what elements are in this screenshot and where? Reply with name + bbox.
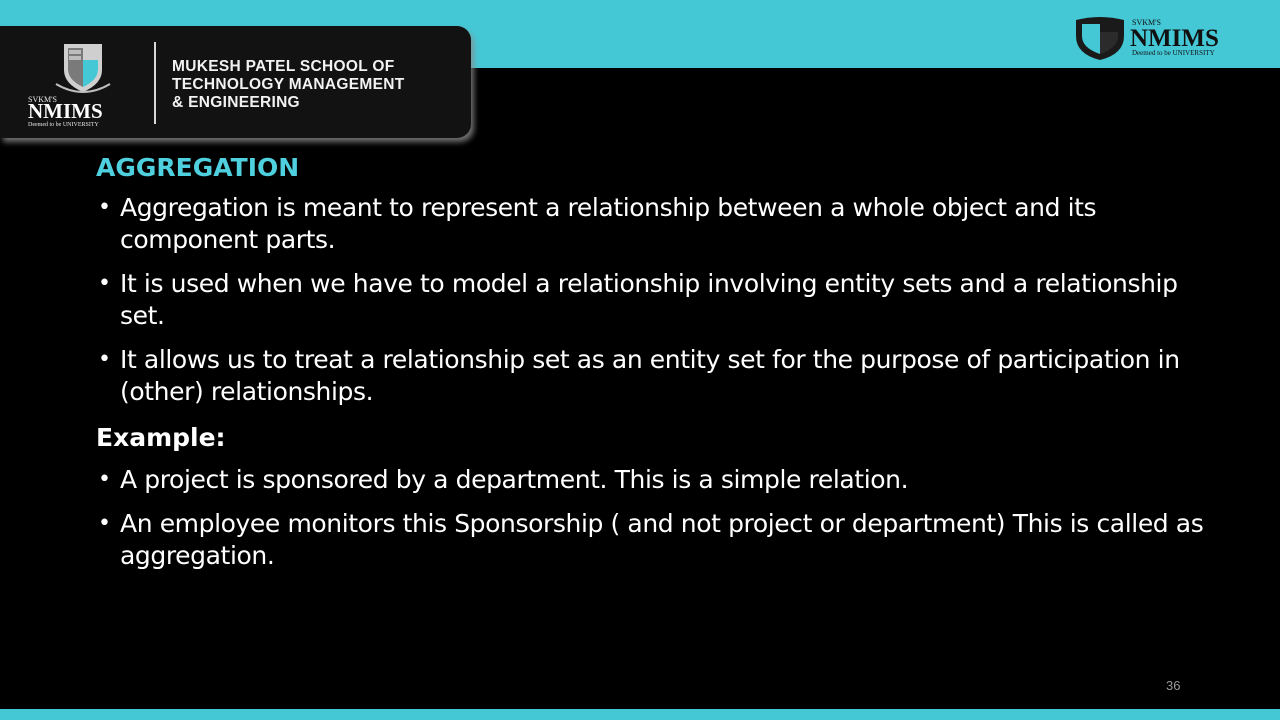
slide-content: AGGREGATION • Aggregation is meant to rep… (96, 150, 1216, 584)
logo-right-name: NMIMS (1130, 25, 1219, 52)
school-name: MUKESH PATEL SCHOOL OF TECHNOLOGY MANAGE… (172, 58, 405, 112)
school-name-line-1: MUKESH PATEL SCHOOL OF (172, 58, 395, 75)
bullet-text: It allows us to treat a relationship set… (120, 345, 1180, 406)
bullet-item: • A project is sponsored by a department.… (96, 464, 1216, 496)
bullet-icon: • (98, 195, 111, 220)
definition-bullet-list: • Aggregation is meant to represent a rel… (96, 192, 1216, 408)
bullet-text: Aggregation is meant to represent a rela… (120, 193, 1097, 254)
bottom-accent-band (0, 709, 1280, 720)
school-name-line-3: & ENGINEERING (172, 94, 300, 111)
logo-left-svkms: SVKM'S (28, 95, 57, 104)
bullet-icon: • (98, 347, 111, 372)
logo-right-tagline: Deemed to be UNIVERSITY (1132, 49, 1215, 57)
slide-title: AGGREGATION (96, 153, 300, 182)
bullet-text: It is used when we have to model a relat… (120, 269, 1178, 330)
logo-right-svkms: SVKM'S (1132, 18, 1161, 27)
example-heading: Example: (96, 423, 226, 452)
school-header-panel: SVKM'S NMIMS Deemed to be UNIVERSITY MUK… (0, 26, 471, 138)
school-name-line-2: TECHNOLOGY MANAGEMENT (172, 76, 405, 93)
logo-divider (154, 42, 156, 124)
bullet-icon: • (98, 271, 111, 296)
nmims-logo-icon: SVKM'S NMIMS Deemed to be UNIVERSITY (28, 44, 111, 128)
bullet-text: An employee monitors this Sponsorship ( … (120, 509, 1204, 570)
bullet-icon: • (98, 511, 111, 536)
bullet-item: • It is used when we have to model a rela… (96, 268, 1216, 332)
bullet-item: • An employee monitors this Sponsorship (… (96, 508, 1216, 572)
bullet-text: A project is sponsored by a department. … (120, 465, 909, 494)
example-bullet-list: • A project is sponsored by a department.… (96, 464, 1216, 572)
bullet-item: • It allows us to treat a relationship se… (96, 344, 1216, 408)
bullet-icon: • (98, 467, 111, 492)
page-number: 36 (1166, 678, 1181, 693)
bullet-item: • Aggregation is meant to represent a rel… (96, 192, 1216, 256)
logo-left-name: NMIMS (28, 99, 103, 123)
nmims-corner-logo-icon: SVKM'S NMIMS Deemed to be UNIVERSITY (1076, 17, 1219, 60)
logo-left-tagline: Deemed to be UNIVERSITY (28, 122, 99, 128)
